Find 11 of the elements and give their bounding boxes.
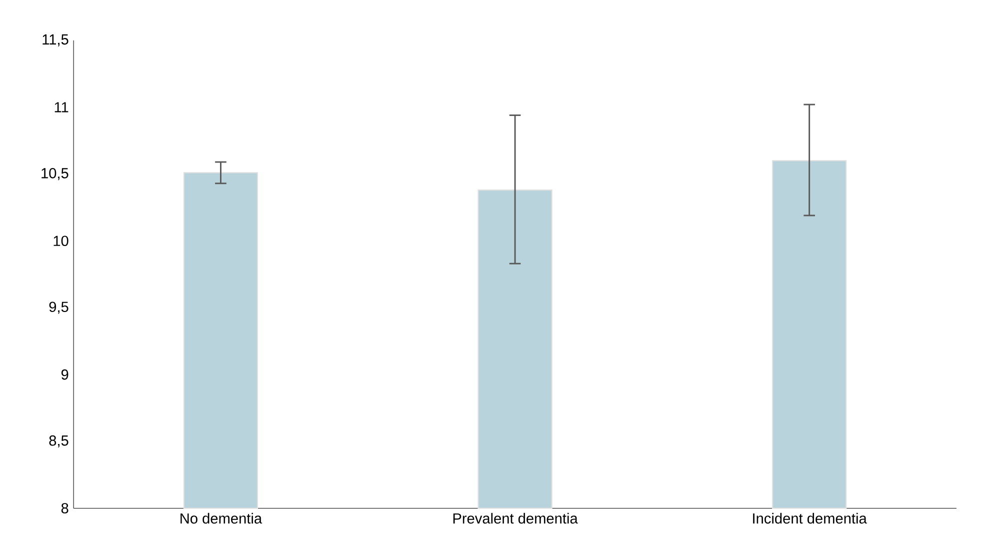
y-tick-label: 8: [61, 503, 68, 514]
y-tick-label: 9: [61, 369, 68, 380]
y-tick-label: 8,5: [49, 435, 68, 448]
x-tick-label: Incident dementia: [753, 512, 867, 524]
y-tick-label: 11: [54, 102, 68, 112]
y-tick-label: 10: [54, 236, 68, 246]
x-tick-label: Prevalent dementia: [453, 512, 578, 524]
y-tick-label: 11,5: [42, 34, 68, 46]
x-tick-label: No dementia: [180, 512, 262, 524]
y-tick-label: 9,5: [49, 302, 68, 314]
y-tick-label: 10,5: [42, 168, 68, 180]
